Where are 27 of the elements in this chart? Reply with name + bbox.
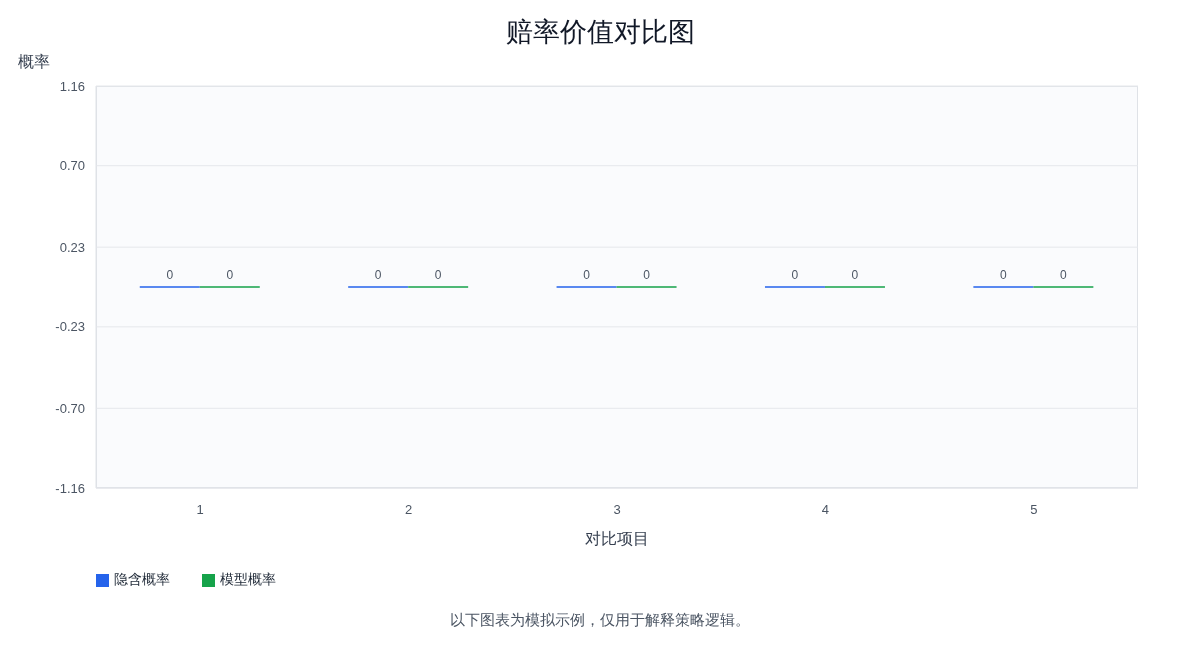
x-tick-label: 1: [196, 502, 204, 518]
data-label: 0: [1060, 268, 1068, 282]
data-label: 0: [434, 268, 442, 282]
x-tick-label: 4: [821, 502, 830, 518]
data-label: 0: [226, 268, 234, 282]
data-label: 0: [166, 268, 174, 282]
y-tick-label: -0.23: [55, 319, 85, 335]
y-tick-label: 1.16: [59, 78, 85, 94]
x-tick-label: 2: [404, 502, 413, 518]
text: 以下图表为模拟示例，仅用于解释策略逻辑。: [449, 610, 751, 630]
data-label: 0: [643, 268, 651, 282]
data-label: 0: [374, 268, 382, 282]
data-label: 0: [1000, 268, 1008, 282]
x-tick-label: 5: [1030, 502, 1038, 518]
x-tick-label: 3: [613, 502, 621, 518]
y-axis-title: 概率: [18, 52, 50, 72]
y-tick-label: 0.70: [59, 158, 85, 174]
y-tick-label: -1.16: [55, 480, 85, 496]
data-label: 0: [791, 268, 799, 282]
data-label: 0: [583, 268, 591, 282]
y-tick-label: -0.70: [55, 400, 85, 416]
y-tick-label: 0.23: [59, 239, 85, 255]
data-label: 0: [851, 268, 859, 282]
x-axis-title: 对比项目: [585, 530, 649, 547]
chart-title: 赔率价值对比图: [504, 16, 696, 49]
legend-label: 模型概率: [220, 571, 276, 589]
legend-label: 隐含概率: [114, 571, 170, 589]
